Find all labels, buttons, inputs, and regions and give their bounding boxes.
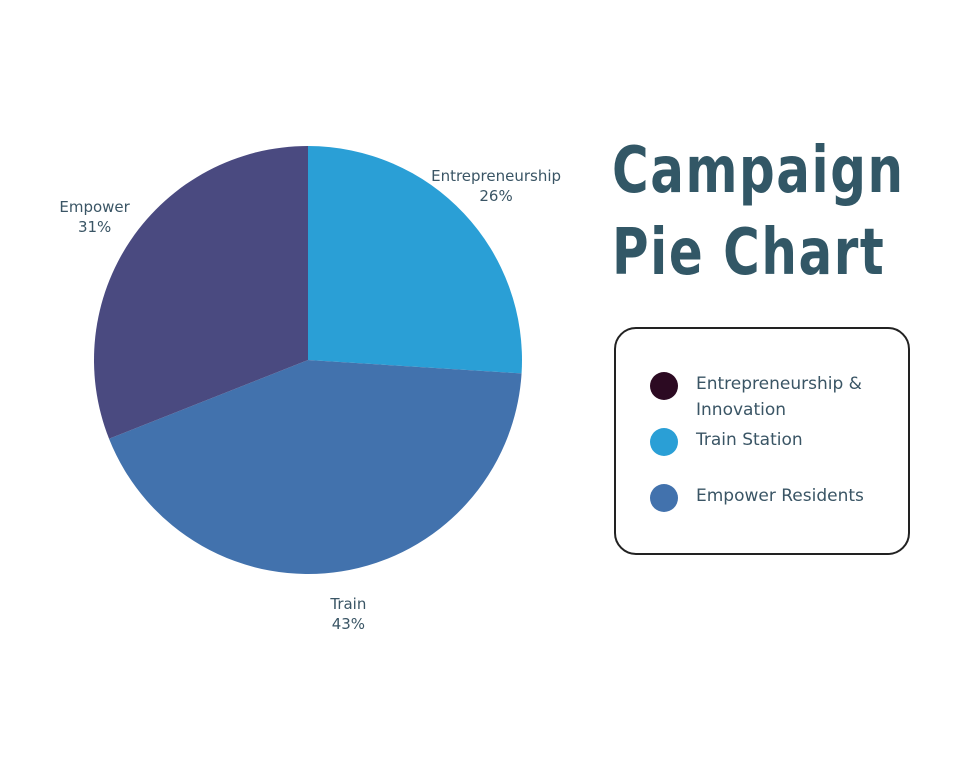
slice-percent-entrepreneurship: 26%: [479, 187, 512, 205]
pie-slice-entrepreneurship: [308, 146, 522, 374]
slice-label-entrepreneurship: Entrepreneurship: [431, 167, 561, 185]
slice-percent-train: 43%: [332, 615, 365, 633]
chart-title-line-1: Campaign: [612, 134, 905, 208]
legend-item-train-station: Train Station: [650, 427, 896, 456]
chart-title: Campaign Pie Chart: [612, 130, 959, 294]
slice-label-train: Train: [329, 595, 366, 613]
legend-item-empower-residents: Empower Residents: [650, 483, 896, 512]
pie-slice-train: [109, 360, 522, 574]
legend: Entrepreneurship & Innovation Train Stat…: [614, 327, 910, 555]
slice-percent-empower: 31%: [78, 218, 111, 236]
legend-swatch: [650, 484, 678, 512]
legend-item-entrepreneurship-innovation: Entrepreneurship & Innovation: [650, 371, 896, 423]
slice-label-empower: Empower: [59, 198, 130, 216]
pie-slice-empower: [94, 146, 309, 439]
chart-title-line-2: Pie Chart: [612, 216, 886, 290]
legend-swatch: [650, 428, 678, 456]
legend-swatch: [650, 372, 678, 400]
legend-label: Train Station: [696, 430, 803, 450]
legend-label: Empower Residents: [696, 486, 864, 506]
legend-label: Entrepreneurship & Innovation: [696, 374, 862, 420]
